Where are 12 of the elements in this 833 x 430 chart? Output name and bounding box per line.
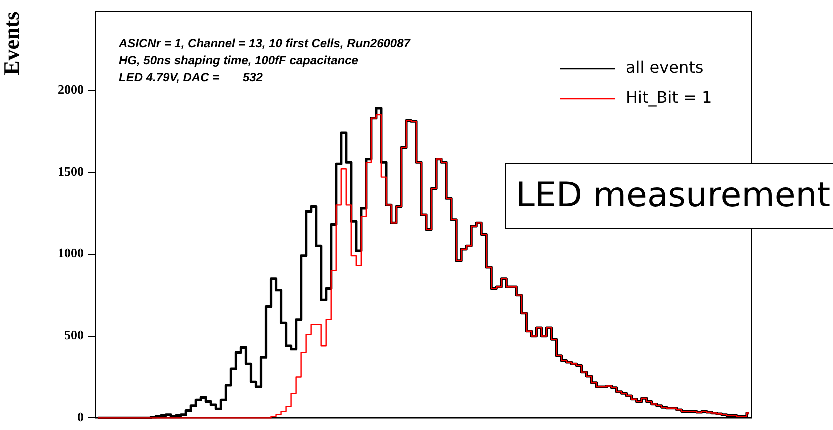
annotation: ASICNr = 1, Channel = 13, 10 first Cells, Run260087 bbox=[118, 36, 412, 50]
annotation: LED 4.79V, DAC = 532 bbox=[119, 70, 264, 84]
annotation: HG, 50ns shaping time, 100fF capacitance bbox=[119, 53, 359, 68]
y-tick-label: 500 bbox=[64, 328, 84, 343]
y-tick-label: 1000 bbox=[58, 246, 84, 261]
legend-label: all events bbox=[626, 58, 704, 78]
annotation: LED measurement bbox=[516, 175, 831, 216]
y-tick-label: 0 bbox=[78, 410, 84, 425]
legend-label: Hit_Bit = 1 bbox=[626, 88, 712, 108]
y-tick-label: 1500 bbox=[58, 164, 84, 179]
y-tick-label: 2000 bbox=[58, 82, 84, 97]
y-axis-title: Events bbox=[0, 11, 24, 76]
